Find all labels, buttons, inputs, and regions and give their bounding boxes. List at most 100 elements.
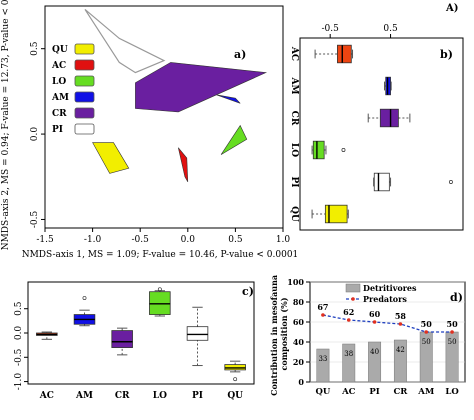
bar-d-tick-label: 100 xyxy=(287,277,304,287)
nmds-y-tick-label-group: 0.0 xyxy=(30,127,40,142)
boxplot-c-tick-label: -1.0 xyxy=(14,373,24,391)
boxplot-b-category-label: AC xyxy=(289,46,299,61)
boxplot-b-box xyxy=(312,140,325,160)
bar-d-tick-label: 0 xyxy=(298,377,304,387)
boxplot-c-tick-group: 0.0 xyxy=(14,326,24,341)
boxplot-c-category-label: CR xyxy=(115,391,130,401)
bar-d-tick-label: 20 xyxy=(293,357,305,367)
nmds-panel: a) NMDS-axis 1, MS = 1.09; F-value = 10.… xyxy=(1,0,298,260)
nmds-polygon-lo xyxy=(220,124,248,155)
bar-d-legend-label-predators: Predators xyxy=(363,294,407,304)
boxplot-c-box xyxy=(186,326,209,341)
boxplot-c-category-label: PI xyxy=(192,391,203,401)
nmds-panel-label: a) xyxy=(234,48,246,61)
bar-d-category-label: AC xyxy=(341,387,356,397)
nmds-polygon-ac xyxy=(178,147,189,183)
bar-d-legend-marker-predators xyxy=(351,297,355,301)
nmds-y-tick-label-group: 0.5 xyxy=(30,41,40,56)
nmds-group-polygons xyxy=(84,8,268,183)
bar-d-tick-label: 80 xyxy=(293,297,305,307)
boxplot-c-tick-group: -0.5 xyxy=(14,348,24,366)
boxplot-b-box xyxy=(324,204,348,224)
bar-d-legend-swatch-detritivores xyxy=(345,283,361,293)
boxplot-c-outlier xyxy=(157,287,162,292)
boxplot-c-tick-group: -1.0 xyxy=(14,373,24,391)
bar-d-predator-line: 67 62 60 58 50 50 xyxy=(317,302,458,334)
nmds-legend-swatch-cr xyxy=(74,107,95,119)
boxplot-b-category-group: AM xyxy=(289,77,299,95)
bar-d-category-label: LO xyxy=(445,387,459,397)
boxplot-c-outlier xyxy=(233,377,238,382)
nmds-x-tick-label: 1.0 xyxy=(276,235,291,245)
boxplot-c-tick-label: 0.5 xyxy=(14,301,24,316)
nmds-legend-label-am: AM xyxy=(51,93,69,103)
bar-d-predator-value-label: 60 xyxy=(369,309,381,319)
boxplot-b-tick-label: 0.5 xyxy=(383,24,398,34)
boxplot-b-box xyxy=(373,172,390,192)
bar-d-predator-point xyxy=(321,313,325,317)
nmds-legend-swatch-qu xyxy=(74,43,95,55)
nmds-polygon-pi xyxy=(84,8,166,74)
bar-d-predator-point xyxy=(450,330,454,334)
bar-d-bar-value-label: 33 xyxy=(318,355,327,363)
boxplot-c-panel-label: c) xyxy=(242,285,254,298)
boxplot-b-tick-label: -0.5 xyxy=(322,24,340,34)
nmds-legend-label-pi: PI xyxy=(52,125,63,135)
bar-d-panel: d) Contribution in mesofauna composition… xyxy=(269,275,466,397)
boxplot-c-category-label: AM xyxy=(75,391,93,401)
nmds-x-axis-label: NMDS-axis 1, MS = 1.09; F-value = 10.46,… xyxy=(22,250,299,260)
bar-d-predator-point xyxy=(372,320,377,324)
boxplot-c-boxes xyxy=(36,287,246,382)
nmds-y-tick-label: 0.5 xyxy=(30,41,40,56)
nmds-legend-swatch-pi xyxy=(74,123,95,135)
bar-d-predator-point xyxy=(424,330,429,334)
boxplot-c-tick-label: -0.5 xyxy=(14,348,24,366)
boxplot-b-category-label: PI xyxy=(289,177,299,188)
boxplot-c-category-label: AC xyxy=(39,391,54,401)
nmds-y-tick-label: -0.5 xyxy=(30,211,40,229)
bar-d-panel-label: d) xyxy=(450,291,463,304)
bar-d-category-labels: QU AC PI CR AM LO xyxy=(316,387,460,397)
bar-d-tick-label: 40 xyxy=(293,337,305,347)
nmds-x-tick-label: -0.5 xyxy=(132,235,150,245)
nmds-polygon-cr xyxy=(135,62,268,113)
nmds-x-tick-label: -1.5 xyxy=(36,235,54,245)
boxplot-b-category-group: PI xyxy=(289,177,299,188)
boxplot-b-box xyxy=(337,44,352,64)
nmds-y-tick-label: 0.0 xyxy=(30,127,40,142)
bar-d-bar-detritivores xyxy=(368,341,382,383)
boxplot-c-box xyxy=(111,330,133,348)
bar-d-predator-point xyxy=(346,318,351,322)
boxplot-b-box xyxy=(379,108,399,128)
boxplot-b-boxes xyxy=(311,44,453,224)
boxplot-c-tick-label: 0.0 xyxy=(14,326,24,341)
boxplot-b-frame xyxy=(299,37,464,231)
nmds-y-axis-label: NMDS-axis 2, MS = 0.94; F-value = 12.73,… xyxy=(1,0,11,250)
boxplot-c-category-label: QU xyxy=(227,391,243,401)
bar-d-tick-label: 60 xyxy=(293,317,305,327)
bar-d-axis: 0 20 40 60 80 100 xyxy=(287,277,465,387)
boxplot-c-outlier xyxy=(82,296,87,300)
nmds-legend-label-ac: AC xyxy=(51,61,66,71)
bar-d-bars: 33 38 40 42 50 50 xyxy=(316,331,459,383)
boxplot-c-frame xyxy=(27,281,255,385)
boxplot-b-category-label: AM xyxy=(289,77,299,95)
boxplot-b-category-labels: AC AM CR LO PI QU xyxy=(289,46,299,222)
bar-d-predator-value-label: 50 xyxy=(447,319,459,329)
bar-d-bar-value-label: 42 xyxy=(396,346,405,354)
boxplot-b-panel-label: b) xyxy=(440,48,453,61)
nmds-legend-label-lo: LO xyxy=(52,77,66,87)
boxplot-c-axis: -1.0 -0.5 0.0 0.5 xyxy=(14,301,28,390)
boxplot-c-box xyxy=(149,291,171,315)
bar-d-category-label: QU xyxy=(316,387,331,397)
boxplot-b-category-group: LO xyxy=(289,143,299,157)
boxplot-b-outlier xyxy=(448,180,453,184)
bar-d-y-axis-label-line1: Contribution in mesofauna xyxy=(269,275,279,396)
nmds-legend: QU AC LO AM CR PI xyxy=(51,43,95,135)
nmds-plot-frame xyxy=(44,5,284,229)
boxplot-b-outlier xyxy=(341,148,346,152)
boxplot-b-category-label: QU xyxy=(289,206,299,222)
bar-d-legend-label-detritivores: Detritivores xyxy=(363,283,417,293)
